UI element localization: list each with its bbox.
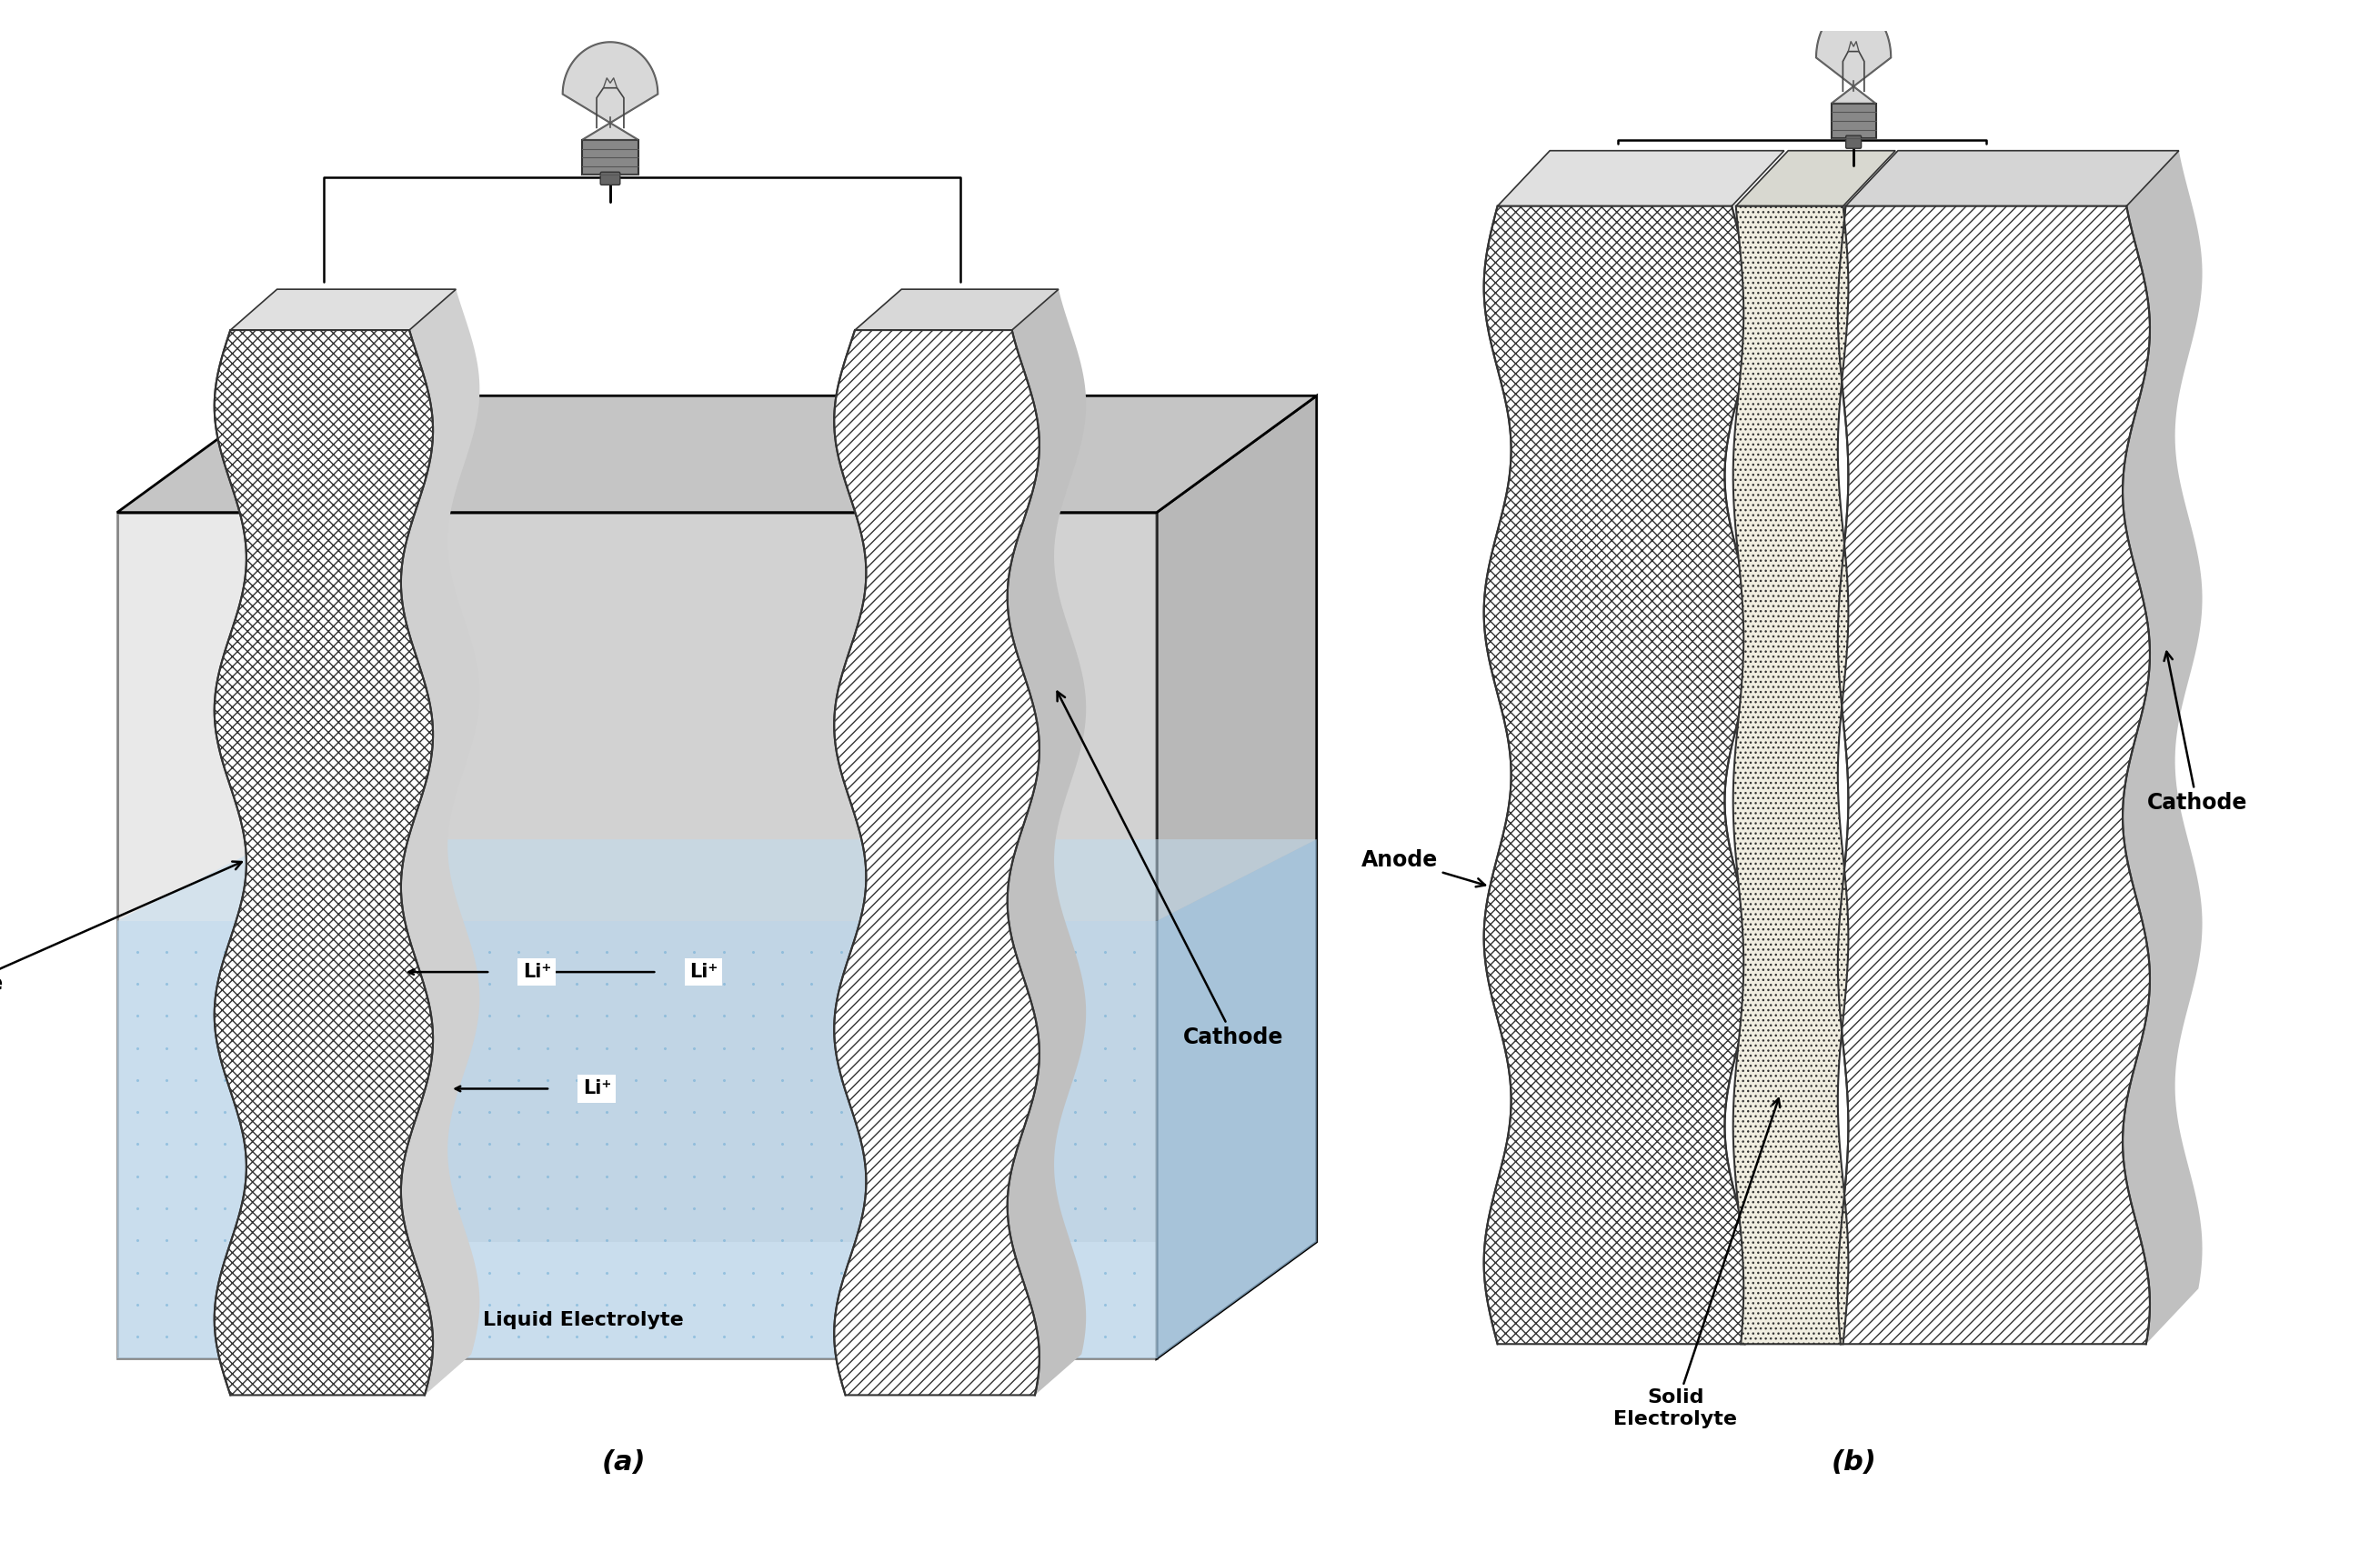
Polygon shape xyxy=(117,840,1316,920)
Text: Anode: Anode xyxy=(1361,849,1485,886)
Polygon shape xyxy=(117,512,1157,1358)
Polygon shape xyxy=(1157,840,1316,1358)
Text: Anode: Anode xyxy=(0,861,243,995)
Polygon shape xyxy=(1007,289,1085,1395)
Polygon shape xyxy=(833,331,1040,1395)
Polygon shape xyxy=(276,396,1316,1242)
FancyBboxPatch shape xyxy=(581,140,638,175)
Polygon shape xyxy=(2123,151,2202,1344)
Polygon shape xyxy=(1735,151,1894,206)
Text: Solid
Electrolyte: Solid Electrolyte xyxy=(1614,1099,1780,1428)
Polygon shape xyxy=(1497,151,1785,206)
Text: Li⁺: Li⁺ xyxy=(690,962,719,981)
Polygon shape xyxy=(214,331,433,1395)
Polygon shape xyxy=(117,920,1157,1358)
Polygon shape xyxy=(1837,206,2149,1344)
Text: Li⁺: Li⁺ xyxy=(524,962,552,981)
Polygon shape xyxy=(562,42,657,140)
Polygon shape xyxy=(854,289,1059,331)
Polygon shape xyxy=(1844,151,2178,206)
Text: Li⁺: Li⁺ xyxy=(583,1080,612,1097)
Text: Liquid Electrolyte: Liquid Electrolyte xyxy=(483,1311,683,1330)
Polygon shape xyxy=(1733,206,1849,1344)
FancyBboxPatch shape xyxy=(600,172,621,185)
Polygon shape xyxy=(117,396,1316,512)
Polygon shape xyxy=(1157,396,1316,1358)
Polygon shape xyxy=(400,289,481,1395)
FancyBboxPatch shape xyxy=(1847,135,1861,149)
Text: (b): (b) xyxy=(1830,1450,1875,1476)
Text: Cathode: Cathode xyxy=(1057,692,1283,1048)
Polygon shape xyxy=(1483,206,1752,1344)
Text: (a): (a) xyxy=(602,1450,645,1476)
FancyBboxPatch shape xyxy=(1830,104,1875,138)
Text: Cathode: Cathode xyxy=(2147,652,2247,813)
Polygon shape xyxy=(1816,6,1892,104)
Polygon shape xyxy=(231,289,457,331)
